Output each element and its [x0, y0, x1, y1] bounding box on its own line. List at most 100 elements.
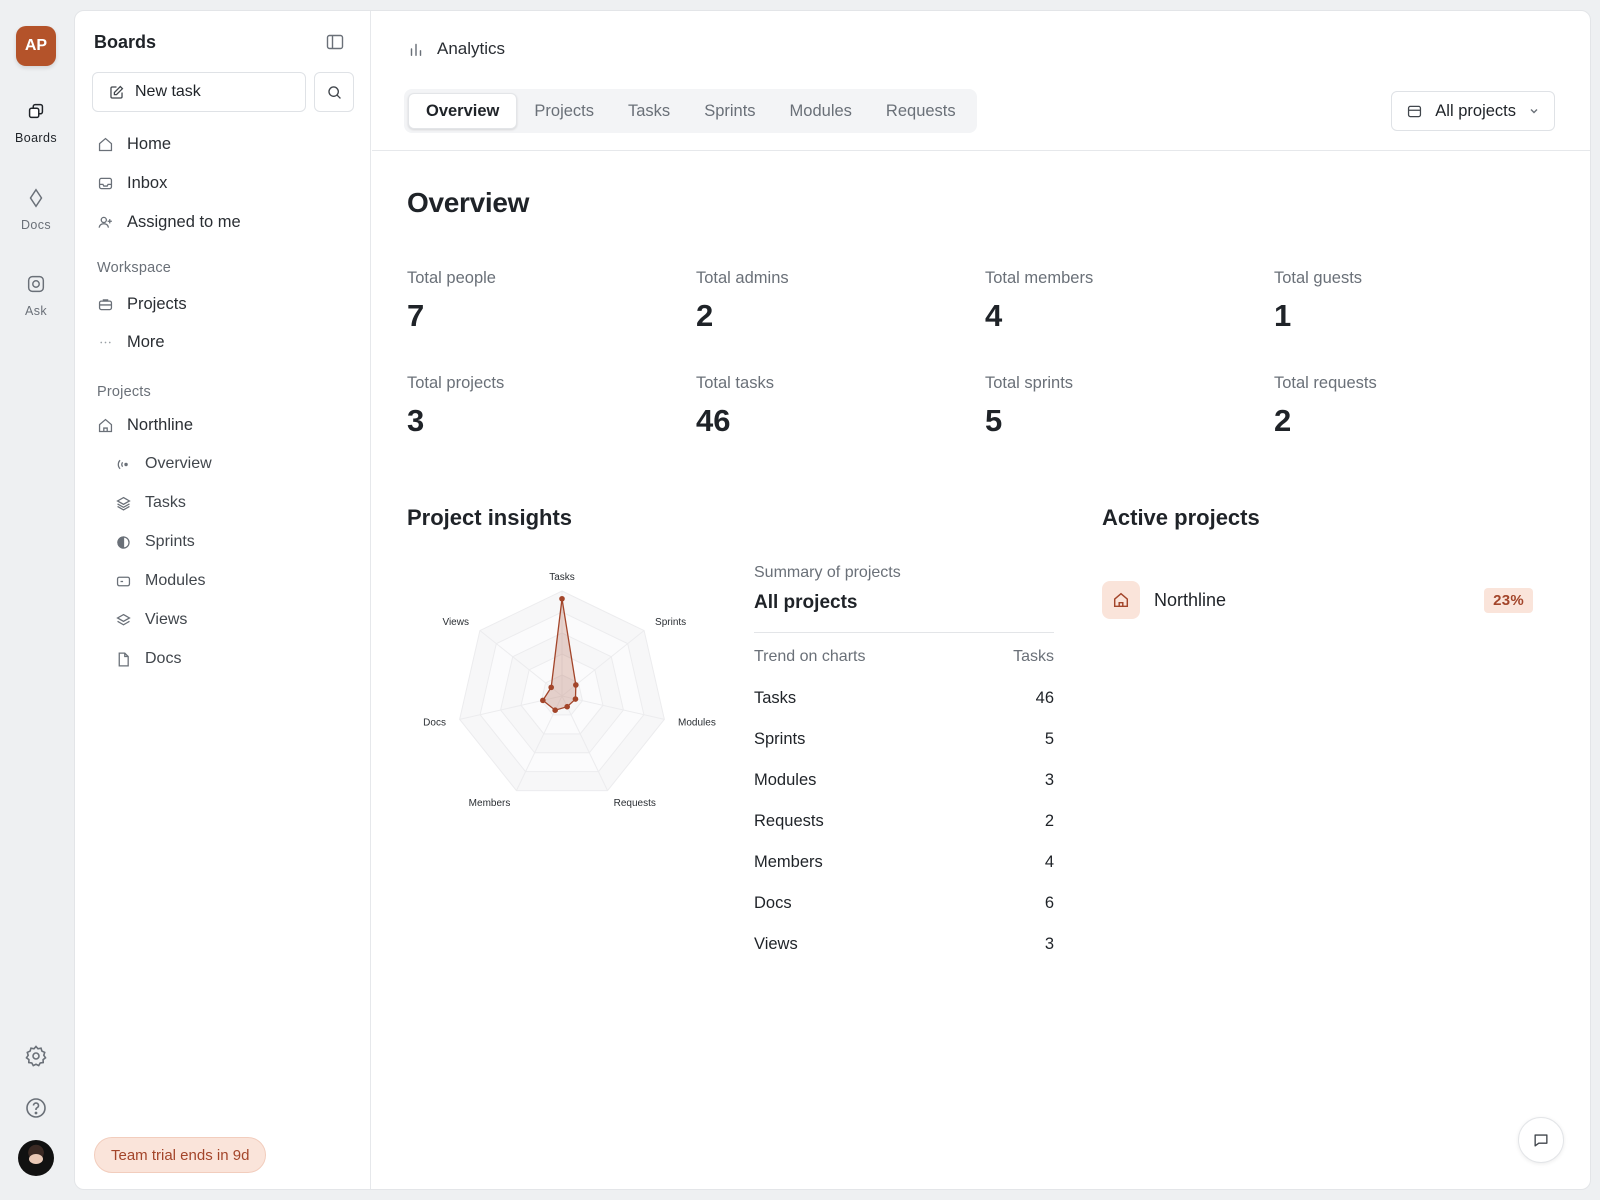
summary-header: Trend on charts Tasks: [754, 648, 1054, 666]
briefcase-icon: [98, 299, 113, 311]
stat-label: Total guests: [1274, 269, 1363, 287]
sidebar-toggle-icon[interactable]: [325, 32, 345, 52]
radar-axis-label: Requests: [614, 798, 656, 809]
ask-icon: [27, 275, 45, 293]
active-project-row[interactable]: Northline 23%: [1102, 581, 1533, 619]
project-filter-select[interactable]: All projects: [1391, 91, 1555, 131]
tab-modules[interactable]: Modules: [789, 101, 852, 120]
summary-rows: Tasks 46 Sprints 5 Modules 3 Requests 2 Memb…: [754, 678, 1054, 965]
briefcase-icon: [1408, 105, 1422, 117]
nav-item-label: Inbox: [127, 174, 168, 192]
stat-value: 4: [985, 298, 1003, 333]
radar-grid-spoke: [561, 695, 609, 791]
rail-item-ask[interactable]: Ask: [6, 273, 66, 318]
tab-requests[interactable]: Requests: [885, 101, 956, 120]
summary-row-value: 2: [1044, 812, 1054, 830]
summary-row: Requests 2: [754, 801, 1054, 842]
radar-data-point: [573, 682, 579, 688]
new-task-button[interactable]: New task: [92, 72, 306, 112]
summary-row-label: Views: [754, 935, 798, 953]
rail-item-label: Boards: [14, 131, 57, 145]
settings-icon[interactable]: [24, 1044, 48, 1068]
summary-row-label: Modules: [754, 771, 817, 789]
stat-label: Total admins: [696, 269, 789, 287]
summary-row-value: 4: [1044, 853, 1054, 871]
section-label-projects: Projects: [97, 384, 151, 400]
nav-item-inbox[interactable]: Inbox: [97, 174, 167, 193]
stat-total-projects: Total projects 3: [407, 374, 667, 439]
layers-icon: [116, 613, 131, 625]
project-progress-badge: 23%: [1484, 587, 1533, 613]
stat-value: 5: [985, 403, 1003, 438]
nav-item-label: Views: [145, 611, 188, 628]
summary-label: Summary of projects: [754, 564, 901, 581]
summary-row-value: 6: [1044, 894, 1054, 912]
nav-item-projects[interactable]: Projects: [97, 295, 187, 314]
rail-item-label: Docs: [20, 218, 52, 232]
stat-total-requests: Total requests 2: [1274, 374, 1534, 439]
summary-row: Members 4: [754, 842, 1054, 883]
search-button[interactable]: [314, 72, 354, 112]
bar-chart-icon: [410, 43, 422, 57]
nav-sub-modules[interactable]: Modules: [115, 572, 205, 590]
tab-tasks[interactable]: Tasks: [628, 101, 671, 120]
app-window: Boards New task Home Inbox Assigned to m…: [74, 10, 1591, 1190]
radar-axis-label: Sprints: [655, 617, 686, 628]
summary-row-label: Tasks: [754, 689, 797, 707]
nav-item-home[interactable]: Home: [97, 135, 171, 154]
stat-total-admins: Total admins 2: [696, 269, 956, 334]
stat-label: Total sprints: [985, 374, 1074, 392]
nav-item-label: Home: [127, 135, 172, 153]
project-icon: [1102, 581, 1140, 619]
radar-data-point: [552, 707, 558, 713]
summary-row-value: 46: [1035, 689, 1054, 707]
nav-sub-tasks[interactable]: Tasks: [115, 494, 186, 512]
summary-row-label: Members: [754, 853, 823, 871]
edit-icon: [110, 85, 124, 99]
module-icon: [116, 576, 131, 586]
rail-item-boards[interactable]: Boards: [6, 100, 66, 145]
nav-item-assigned[interactable]: Assigned to me: [97, 213, 241, 232]
user-plus-icon: [98, 216, 112, 228]
radar-data-point: [564, 703, 570, 710]
tab-sprints[interactable]: Sprints: [704, 101, 756, 120]
tab-projects[interactable]: Projects: [534, 101, 594, 120]
nav-item-label: Projects: [127, 295, 187, 313]
stat-value: 7: [407, 298, 425, 333]
nav-item-label: More: [127, 333, 165, 351]
breadcrumb: Analytics: [407, 39, 505, 59]
radar-chart: Tasks Sprints Modules Requests Members Docs Vi…: [423, 572, 716, 809]
trial-badge[interactable]: Team trial ends in 9d: [94, 1137, 267, 1173]
nav-sub-docs[interactable]: Docs: [115, 650, 181, 668]
nav-sub-overview[interactable]: Overview: [115, 455, 212, 473]
summary-row: Modules 3: [754, 760, 1054, 801]
stat-total-sprints: Total sprints 5: [985, 374, 1245, 439]
stat-total-tasks: Total tasks 46: [696, 374, 956, 439]
tab-bar: Overview Projects Tasks Sprints Modules …: [404, 89, 977, 133]
user-avatar[interactable]: [18, 1140, 54, 1176]
nav-item-label: Sprints: [145, 533, 195, 550]
project-name: Northline: [1154, 589, 1227, 610]
summary-row-value: 3: [1044, 935, 1054, 953]
nav-item-label: Docs: [145, 650, 182, 667]
filter-label: All projects: [1435, 101, 1516, 120]
stat-value: 1: [1274, 298, 1292, 333]
section-label-workspace: Workspace: [97, 260, 172, 276]
nav-sub-sprints[interactable]: Sprints: [115, 533, 195, 551]
stat-value: 2: [696, 298, 714, 333]
section-title-insights: Project insights: [407, 505, 573, 530]
help-icon[interactable]: [24, 1096, 48, 1120]
summary-row-label: Requests: [754, 812, 824, 830]
nav-item-project-northline[interactable]: Northline: [97, 416, 193, 435]
file-icon: [118, 651, 129, 667]
tab-overview[interactable]: Overview: [408, 93, 518, 129]
stat-total-people: Total people 7: [407, 269, 667, 334]
stat-label: Total members: [985, 269, 1094, 287]
nav-sub-views[interactable]: Views: [115, 611, 187, 629]
workspace-avatar[interactable]: AP: [16, 26, 56, 66]
nav-item-more[interactable]: More: [97, 333, 165, 352]
chat-button[interactable]: [1518, 1117, 1564, 1163]
stat-value: 3: [407, 403, 425, 438]
radar-grid-spoke: [561, 695, 665, 720]
rail-item-docs[interactable]: Docs: [6, 187, 66, 232]
